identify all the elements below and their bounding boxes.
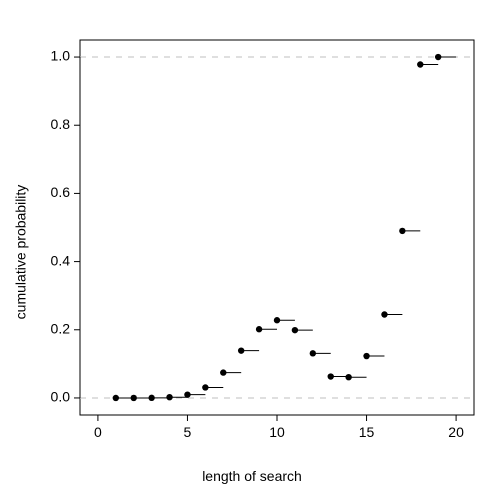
y-tick-label: 0.0 <box>51 389 71 405</box>
x-tick-label: 0 <box>94 424 102 440</box>
ecdf-plot: 0 5 10 15 20 0.0 0.2 0.4 0.6 0.8 1.0 <box>0 0 504 504</box>
y-tick-label: 0.6 <box>51 184 71 200</box>
y-tick-label: 0.2 <box>51 320 71 336</box>
y-tick-label: 0.4 <box>51 252 71 268</box>
y-tick-label: 1.0 <box>51 48 71 64</box>
plot-frame <box>80 40 474 415</box>
x-tick-label: 10 <box>269 424 285 440</box>
x-tick-label: 5 <box>184 424 192 440</box>
chart-container: cumulative probability length of search … <box>0 0 504 504</box>
y-tick-label: 0.8 <box>51 116 71 132</box>
x-tick-label: 20 <box>448 424 464 440</box>
x-tick-label: 15 <box>359 424 375 440</box>
